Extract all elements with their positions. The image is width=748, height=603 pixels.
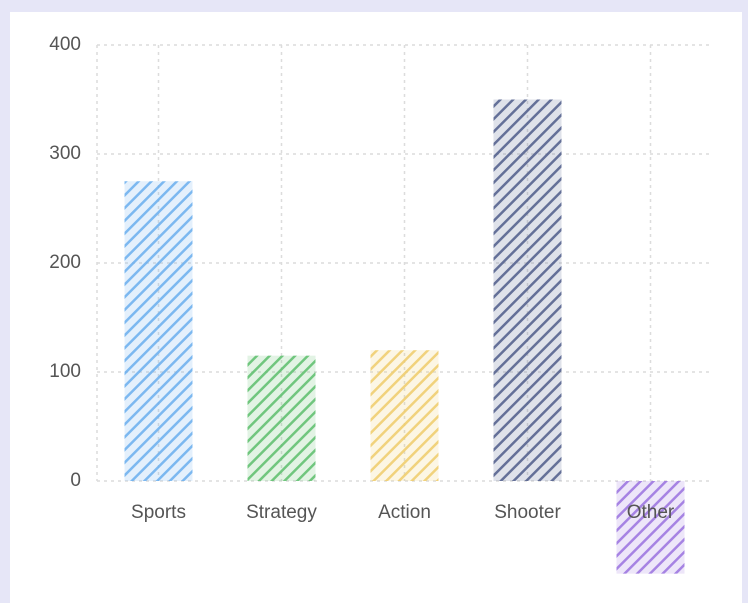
y-tick-label: 100 [49, 361, 81, 382]
y-tick-label: 0 [70, 470, 81, 491]
x-tick-label: Strategy [246, 502, 317, 523]
bar [616, 481, 685, 574]
x-tick-label: Other [627, 502, 675, 523]
y-tick-label: 300 [49, 143, 81, 164]
y-tick-label: 400 [49, 34, 81, 55]
bar [493, 99, 562, 481]
bar [247, 355, 316, 481]
x-tick-label: Action [378, 502, 431, 523]
x-tick-label: Shooter [494, 502, 561, 523]
x-tick-label: Sports [131, 502, 186, 523]
bar [370, 350, 439, 481]
bar [124, 181, 193, 481]
y-tick-label: 200 [49, 252, 81, 273]
